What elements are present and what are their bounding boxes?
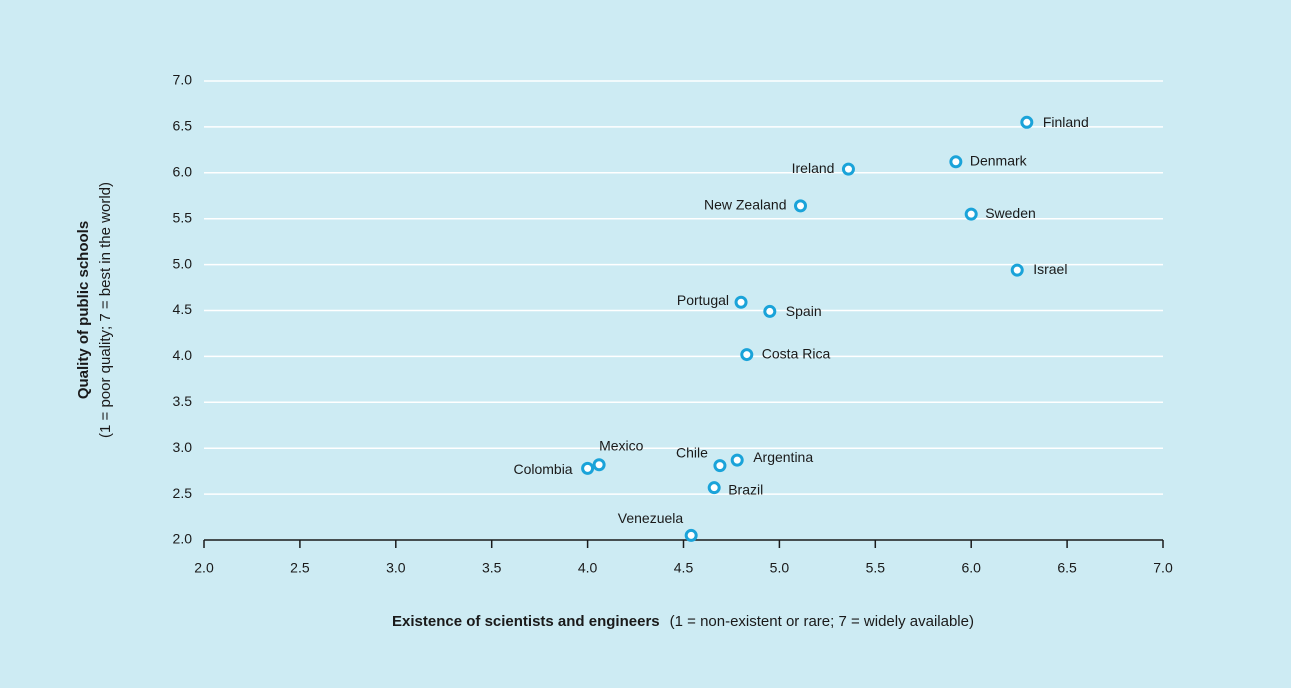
point-label: Finland — [1043, 114, 1089, 130]
point-label: Costa Rica — [762, 345, 831, 361]
point-label: Ireland — [792, 160, 835, 176]
x-tick-label: 6.0 — [961, 560, 981, 576]
y-tick-label: 3.5 — [173, 393, 193, 409]
point-label: Sweden — [985, 205, 1036, 221]
point — [841, 162, 855, 176]
point — [581, 461, 595, 475]
point-label: Colombia — [513, 461, 572, 477]
point — [713, 459, 727, 473]
x-tick-label: 5.0 — [770, 560, 790, 576]
y-tick-label: 4.0 — [173, 347, 193, 363]
point-label: Brazil — [728, 481, 763, 497]
y-tick-label: 6.0 — [173, 164, 193, 180]
point — [1020, 115, 1034, 129]
point-label: Portugal — [677, 292, 729, 308]
point-label: Argentina — [753, 449, 813, 465]
y-tick-label: 5.0 — [173, 255, 193, 271]
x-tick-label: 2.0 — [194, 560, 214, 576]
point-label: Spain — [786, 303, 822, 319]
y-tick-label: 6.5 — [173, 118, 193, 134]
y-tick-label: 3.0 — [173, 439, 193, 455]
x-tick-label: 7.0 — [1153, 560, 1173, 576]
y-tick-label: 5.5 — [173, 209, 193, 225]
point-label: Israel — [1033, 261, 1067, 277]
point — [684, 528, 698, 542]
x-tick-label: 6.5 — [1057, 560, 1077, 576]
x-tick-label: 3.5 — [482, 560, 502, 576]
point-label: Venezuela — [618, 510, 684, 526]
x-tick-label: 4.0 — [578, 560, 598, 576]
y-label: Quality of public schools — [75, 221, 92, 399]
point — [949, 155, 963, 169]
point-label: New Zealand — [704, 197, 787, 213]
y-label-note: (1 = poor quality; 7 = best in the world… — [97, 182, 114, 438]
point — [730, 453, 744, 467]
x-label: Existence of scientists and engineers — [392, 613, 660, 630]
point — [793, 199, 807, 213]
point — [1010, 263, 1024, 277]
y-tick-label: 7.0 — [173, 72, 193, 88]
point — [740, 348, 754, 362]
point-label: Denmark — [970, 152, 1028, 168]
x-tick-label: 3.0 — [386, 560, 406, 576]
y-axis-title: Quality of public schools (1 = poor qual… — [75, 182, 114, 438]
point-label: Mexico — [599, 437, 644, 453]
y-tick-label: 4.5 — [173, 301, 193, 317]
x-tick-label: 4.5 — [674, 560, 694, 576]
x-tick-label: 5.5 — [866, 560, 886, 576]
y-tick-label: 2.5 — [173, 485, 193, 501]
point — [592, 458, 606, 472]
y-tick-label: 2.0 — [173, 531, 193, 547]
point-label: Chile — [676, 444, 708, 460]
point — [964, 207, 978, 221]
point — [763, 304, 777, 318]
x-axis-title: Existence of scientists and engineers (1 … — [392, 613, 974, 630]
x-tick-label: 2.5 — [290, 560, 310, 576]
point — [734, 295, 748, 309]
point — [707, 481, 721, 495]
x-label-note: (1 = non-existent or rare; 7 = widely av… — [670, 613, 974, 630]
